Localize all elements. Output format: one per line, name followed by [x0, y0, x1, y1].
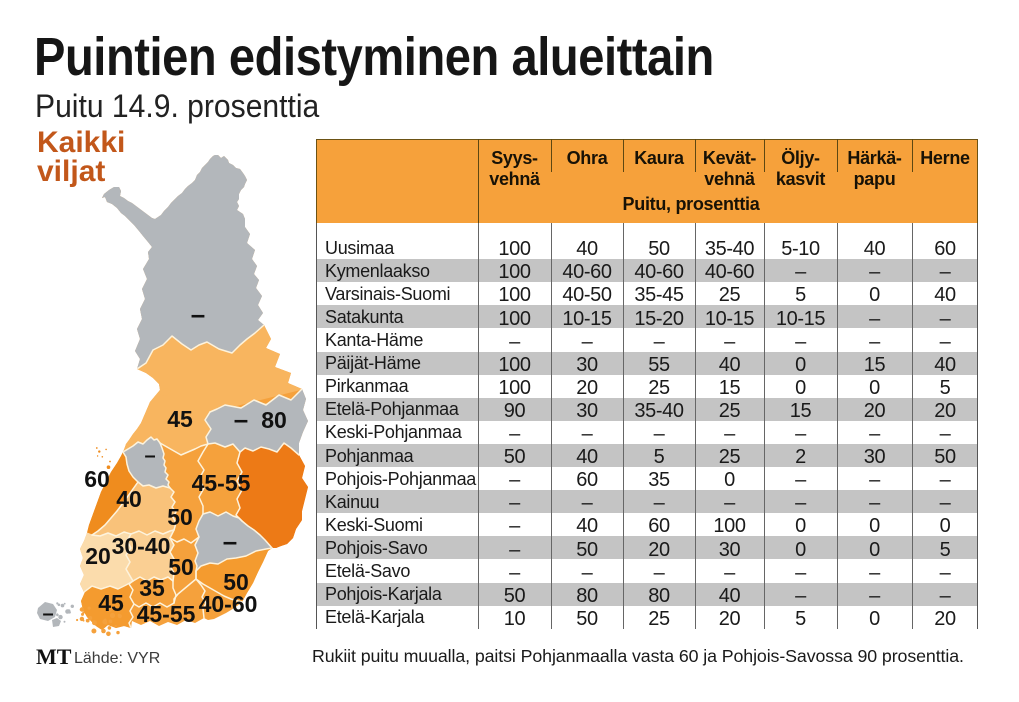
svg-text:80: 80	[261, 407, 287, 433]
svg-text:45: 45	[167, 406, 193, 432]
svg-text:50: 50	[168, 554, 194, 580]
svg-text:40-60: 40-60	[199, 591, 258, 617]
svg-text:40: 40	[116, 486, 142, 512]
svg-text:50: 50	[167, 504, 193, 530]
svg-text:30-40: 30-40	[112, 533, 171, 559]
svg-text:45-55: 45-55	[192, 470, 251, 496]
svg-text:35: 35	[139, 575, 165, 601]
svg-text:–: –	[144, 445, 155, 467]
svg-text:45-55: 45-55	[137, 601, 196, 627]
svg-text:20: 20	[85, 543, 111, 569]
svg-text:45: 45	[98, 590, 124, 616]
svg-text:50: 50	[223, 569, 249, 595]
svg-text:60: 60	[84, 466, 110, 492]
svg-text:–: –	[191, 299, 205, 329]
svg-text:–: –	[234, 404, 248, 434]
svg-text:–: –	[223, 526, 237, 556]
svg-text:–: –	[42, 603, 53, 625]
